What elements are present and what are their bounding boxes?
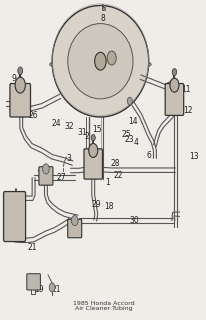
Text: 28: 28 [110, 159, 119, 168]
FancyBboxPatch shape [84, 149, 102, 179]
Circle shape [18, 67, 23, 75]
Text: 32: 32 [64, 122, 74, 131]
Text: 9: 9 [12, 74, 16, 83]
Ellipse shape [49, 58, 150, 71]
Text: 21: 21 [51, 284, 61, 293]
Circle shape [169, 78, 178, 92]
Text: 21: 21 [28, 243, 37, 252]
Text: 11: 11 [180, 85, 190, 94]
Text: 7: 7 [7, 210, 12, 219]
Text: 27: 27 [56, 173, 66, 182]
Text: 4: 4 [133, 138, 138, 147]
Text: 19: 19 [34, 284, 43, 293]
Circle shape [107, 51, 116, 65]
Text: 18: 18 [103, 202, 113, 211]
Circle shape [127, 97, 132, 105]
Text: 12: 12 [182, 106, 192, 115]
Text: 26: 26 [29, 111, 38, 120]
Ellipse shape [68, 24, 132, 99]
FancyBboxPatch shape [39, 167, 53, 185]
Circle shape [88, 143, 97, 157]
Text: 16: 16 [36, 170, 45, 179]
Text: 31: 31 [77, 128, 86, 137]
Text: 1: 1 [105, 178, 109, 187]
Text: 23: 23 [124, 135, 133, 144]
Text: 10: 10 [13, 92, 23, 101]
Circle shape [42, 164, 49, 174]
Text: 20: 20 [4, 192, 14, 201]
Ellipse shape [52, 5, 148, 117]
Text: 1985 Honda Accord
Air Cleaner Tubing: 1985 Honda Accord Air Cleaner Tubing [72, 300, 134, 311]
Text: 30: 30 [129, 216, 139, 225]
Circle shape [171, 68, 176, 76]
Text: 24: 24 [51, 119, 61, 128]
Text: 25: 25 [121, 130, 130, 139]
Bar [102, 7, 104, 10]
Text: 14: 14 [128, 117, 137, 126]
FancyBboxPatch shape [10, 84, 30, 117]
Circle shape [91, 134, 95, 141]
Circle shape [49, 283, 55, 292]
Text: 8: 8 [100, 14, 104, 23]
Text: 2: 2 [84, 132, 89, 140]
Text: 17: 17 [69, 229, 78, 238]
Circle shape [15, 77, 25, 93]
FancyBboxPatch shape [164, 84, 183, 116]
FancyBboxPatch shape [4, 192, 26, 242]
Text: 3: 3 [66, 154, 71, 163]
Text: 13: 13 [188, 152, 198, 161]
Text: 15: 15 [92, 125, 102, 134]
Circle shape [94, 52, 106, 70]
Text: 29: 29 [91, 200, 101, 209]
Text: 22: 22 [113, 172, 122, 180]
Text: 5: 5 [88, 159, 93, 168]
FancyBboxPatch shape [27, 274, 40, 290]
FancyBboxPatch shape [67, 219, 81, 238]
Circle shape [71, 215, 78, 226]
Text: 6: 6 [146, 151, 150, 160]
